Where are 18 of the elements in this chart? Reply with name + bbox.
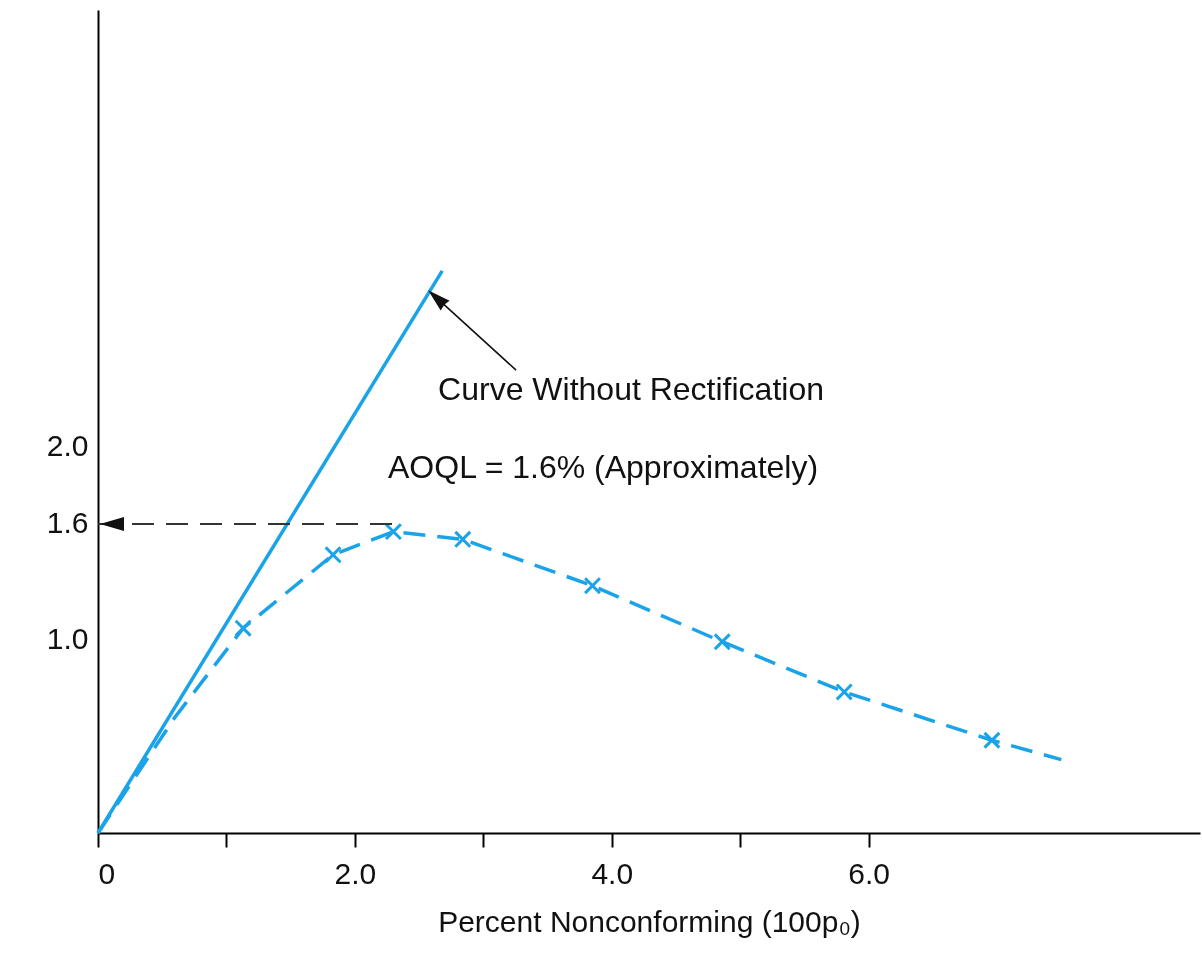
y-tick-label: 2.0 [46, 429, 89, 463]
x-tick-label: 2.0 [334, 856, 377, 890]
x-tick-label: 4.0 [591, 856, 634, 890]
point [583, 576, 602, 595]
y-tick-label: 1.0 [46, 622, 89, 656]
x-tick-label: 6.0 [848, 856, 890, 890]
point [453, 530, 472, 549]
point [835, 683, 854, 701]
point [713, 632, 732, 651]
point [324, 545, 342, 564]
point [234, 619, 253, 638]
annotation: Curve Without Rectification [438, 371, 825, 408]
point [384, 522, 403, 541]
annotation: AOQL = 1.6% (Approximately) [388, 449, 819, 485]
x-tick-label: 0 [98, 856, 116, 890]
y-tick-label: 1.6 [46, 506, 89, 540]
point [983, 731, 1001, 750]
x-axis-title: Percent Nonconforming (100p₀) [438, 904, 861, 938]
